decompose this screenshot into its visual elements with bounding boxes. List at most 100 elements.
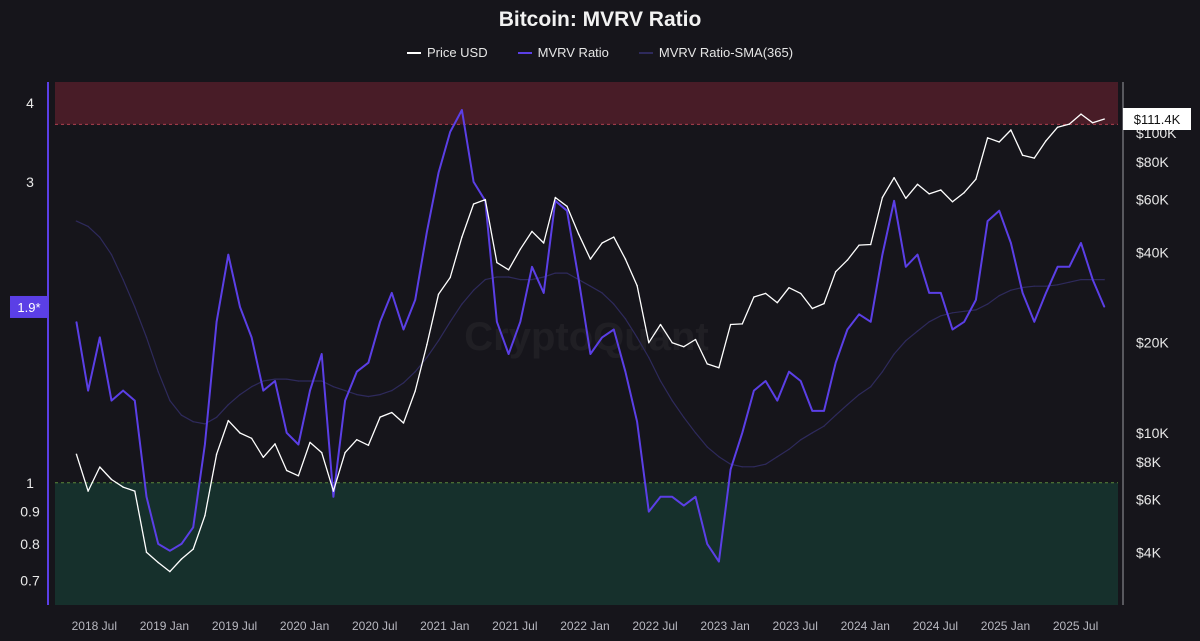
- data-point: [951, 328, 954, 331]
- data-point: [507, 353, 510, 355]
- data-point: [694, 338, 697, 341]
- data-point: [963, 320, 965, 323]
- data-point: [367, 361, 370, 364]
- data-point: [355, 393, 358, 396]
- data-point: [169, 550, 171, 552]
- right-tick-label: $40K: [1136, 244, 1169, 260]
- data-point: [134, 490, 136, 492]
- data-point: [893, 176, 895, 179]
- data-point: [940, 189, 942, 191]
- data-point: [904, 197, 907, 200]
- data-point: [554, 196, 557, 199]
- data-point: [110, 253, 113, 256]
- data-point: [414, 370, 416, 373]
- data-point: [75, 320, 78, 323]
- data-point: [507, 269, 510, 271]
- data-point: [122, 486, 124, 488]
- data-point: [846, 259, 849, 261]
- data-point: [636, 420, 638, 423]
- watermark: CryptoQuant: [464, 315, 708, 359]
- data-point: [986, 303, 989, 305]
- data-point: [1080, 113, 1082, 115]
- data-point: [519, 320, 522, 323]
- data-point: [648, 356, 650, 359]
- data-point: [659, 380, 662, 382]
- data-point: [355, 370, 358, 373]
- data-point: [1033, 320, 1036, 323]
- x-tick-label: 2018 Jul: [72, 619, 117, 633]
- data-point: [250, 336, 253, 339]
- data-point: [461, 236, 463, 238]
- data-point: [566, 205, 568, 208]
- data-point: [1045, 285, 1047, 287]
- data-point: [648, 510, 650, 513]
- data-point: [928, 292, 930, 294]
- data-point: [134, 306, 136, 308]
- data-point: [484, 278, 487, 281]
- data-point: [344, 399, 346, 402]
- left-tick-label: 1: [26, 475, 34, 491]
- x-tick-label: 2024 Jan: [841, 619, 890, 633]
- data-point: [589, 353, 592, 355]
- data-point: [624, 370, 627, 373]
- data-point: [601, 292, 603, 294]
- legend-label: Price USD: [426, 45, 488, 60]
- data-point: [694, 496, 697, 498]
- data-point: [846, 328, 849, 331]
- data-point: [846, 403, 849, 406]
- data-point: [344, 389, 346, 392]
- right-tick-label: $80K: [1136, 154, 1169, 170]
- data-point: [683, 345, 685, 348]
- data-point: [881, 370, 884, 373]
- data-point: [1033, 157, 1036, 159]
- data-point: [262, 389, 265, 392]
- data-point: [858, 244, 860, 246]
- data-point: [986, 220, 989, 222]
- legend: Price USD MVRV Ratio MVRV Ratio-SMA(365): [0, 45, 1200, 60]
- data-point: [1021, 292, 1024, 294]
- data-point: [776, 301, 779, 304]
- data-point: [612, 303, 615, 305]
- data-point: [659, 496, 662, 498]
- data-point: [718, 455, 720, 458]
- data-point: [601, 242, 603, 244]
- legend-swatch: [406, 51, 421, 54]
- data-point: [928, 320, 930, 323]
- legend-item-sma[interactable]: MVRV Ratio-SMA(365): [638, 45, 794, 60]
- data-point: [285, 432, 288, 434]
- data-point: [437, 172, 440, 174]
- data-point: [215, 416, 218, 419]
- data-point: [192, 526, 195, 529]
- data-point: [1068, 266, 1071, 268]
- data-point: [437, 339, 440, 342]
- data-point: [250, 385, 253, 388]
- data-point: [718, 366, 720, 369]
- legend-item-mvrv[interactable]: MVRV Ratio: [517, 45, 609, 60]
- data-point: [788, 286, 790, 289]
- data-point: [379, 416, 381, 418]
- data-point: [904, 339, 907, 342]
- data-point: [215, 320, 218, 323]
- data-point: [659, 323, 662, 326]
- data-point: [624, 258, 627, 260]
- data-point: [355, 438, 358, 441]
- data-point: [122, 389, 124, 392]
- data-point: [986, 137, 989, 139]
- data-point: [566, 272, 568, 274]
- data-point: [612, 328, 615, 331]
- data-point: [612, 236, 615, 238]
- x-tick-label: 2024 Jul: [913, 619, 958, 633]
- legend-label: MVRV Ratio-SMA(365): [658, 45, 794, 60]
- data-point: [671, 399, 673, 402]
- legend-item-price[interactable]: Price USD: [406, 45, 488, 60]
- data-point: [145, 336, 148, 339]
- data-point: [998, 294, 1001, 297]
- data-point: [145, 496, 148, 498]
- x-tick-label: 2025 Jan: [981, 619, 1030, 633]
- data-point: [472, 181, 475, 183]
- data-point: [1091, 122, 1094, 124]
- data-point: [391, 389, 393, 392]
- data-point: [449, 131, 452, 133]
- data-point: [87, 490, 89, 492]
